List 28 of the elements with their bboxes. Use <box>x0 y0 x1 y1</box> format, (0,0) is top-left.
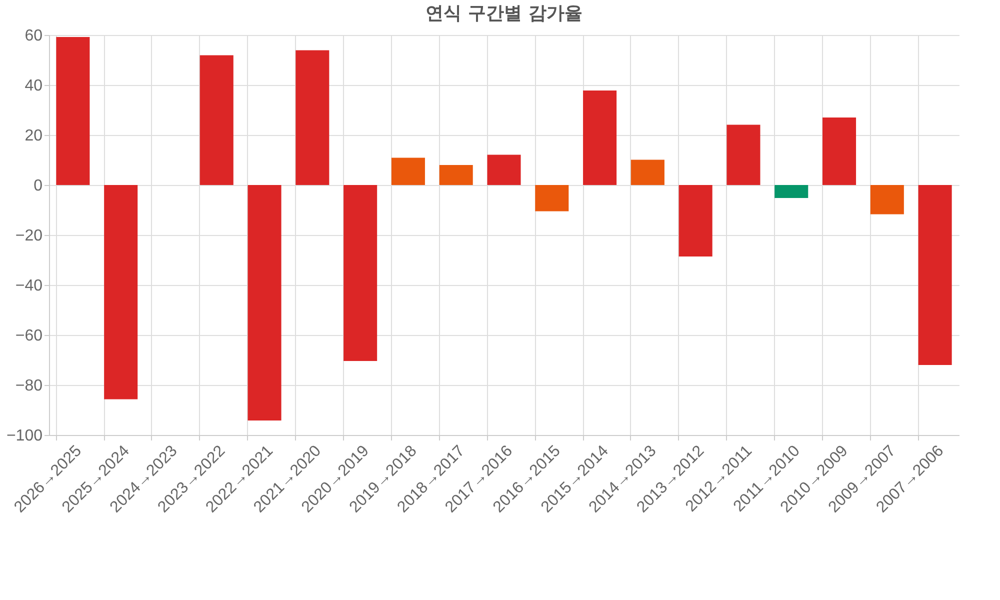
bar <box>774 185 808 198</box>
y-tick-label: −20 <box>15 228 43 244</box>
bar <box>726 124 760 185</box>
bar <box>870 185 904 214</box>
bar <box>344 185 378 361</box>
bar <box>56 37 90 185</box>
y-tick-label: 40 <box>24 78 43 94</box>
bar <box>391 158 425 185</box>
bar <box>678 185 712 256</box>
bar <box>583 90 617 185</box>
bar <box>104 185 138 400</box>
bar <box>439 165 473 185</box>
bar <box>487 154 521 185</box>
y-tick-label: −80 <box>15 378 43 394</box>
y-tick-label: −40 <box>15 278 43 294</box>
y-tick-label: 0 <box>34 178 43 194</box>
y-tick-label: 20 <box>24 128 43 144</box>
y-tick-label: −60 <box>15 328 43 344</box>
bar <box>296 50 330 185</box>
bar <box>200 55 234 185</box>
bar <box>918 185 952 365</box>
y-tick-label: 60 <box>24 28 43 44</box>
bar <box>248 185 282 420</box>
y-tick-label: −100 <box>6 428 43 444</box>
chart-title: 연식 구간별 감가율 <box>426 3 582 24</box>
bar <box>630 160 664 185</box>
bar <box>822 118 856 185</box>
bar <box>535 185 569 212</box>
